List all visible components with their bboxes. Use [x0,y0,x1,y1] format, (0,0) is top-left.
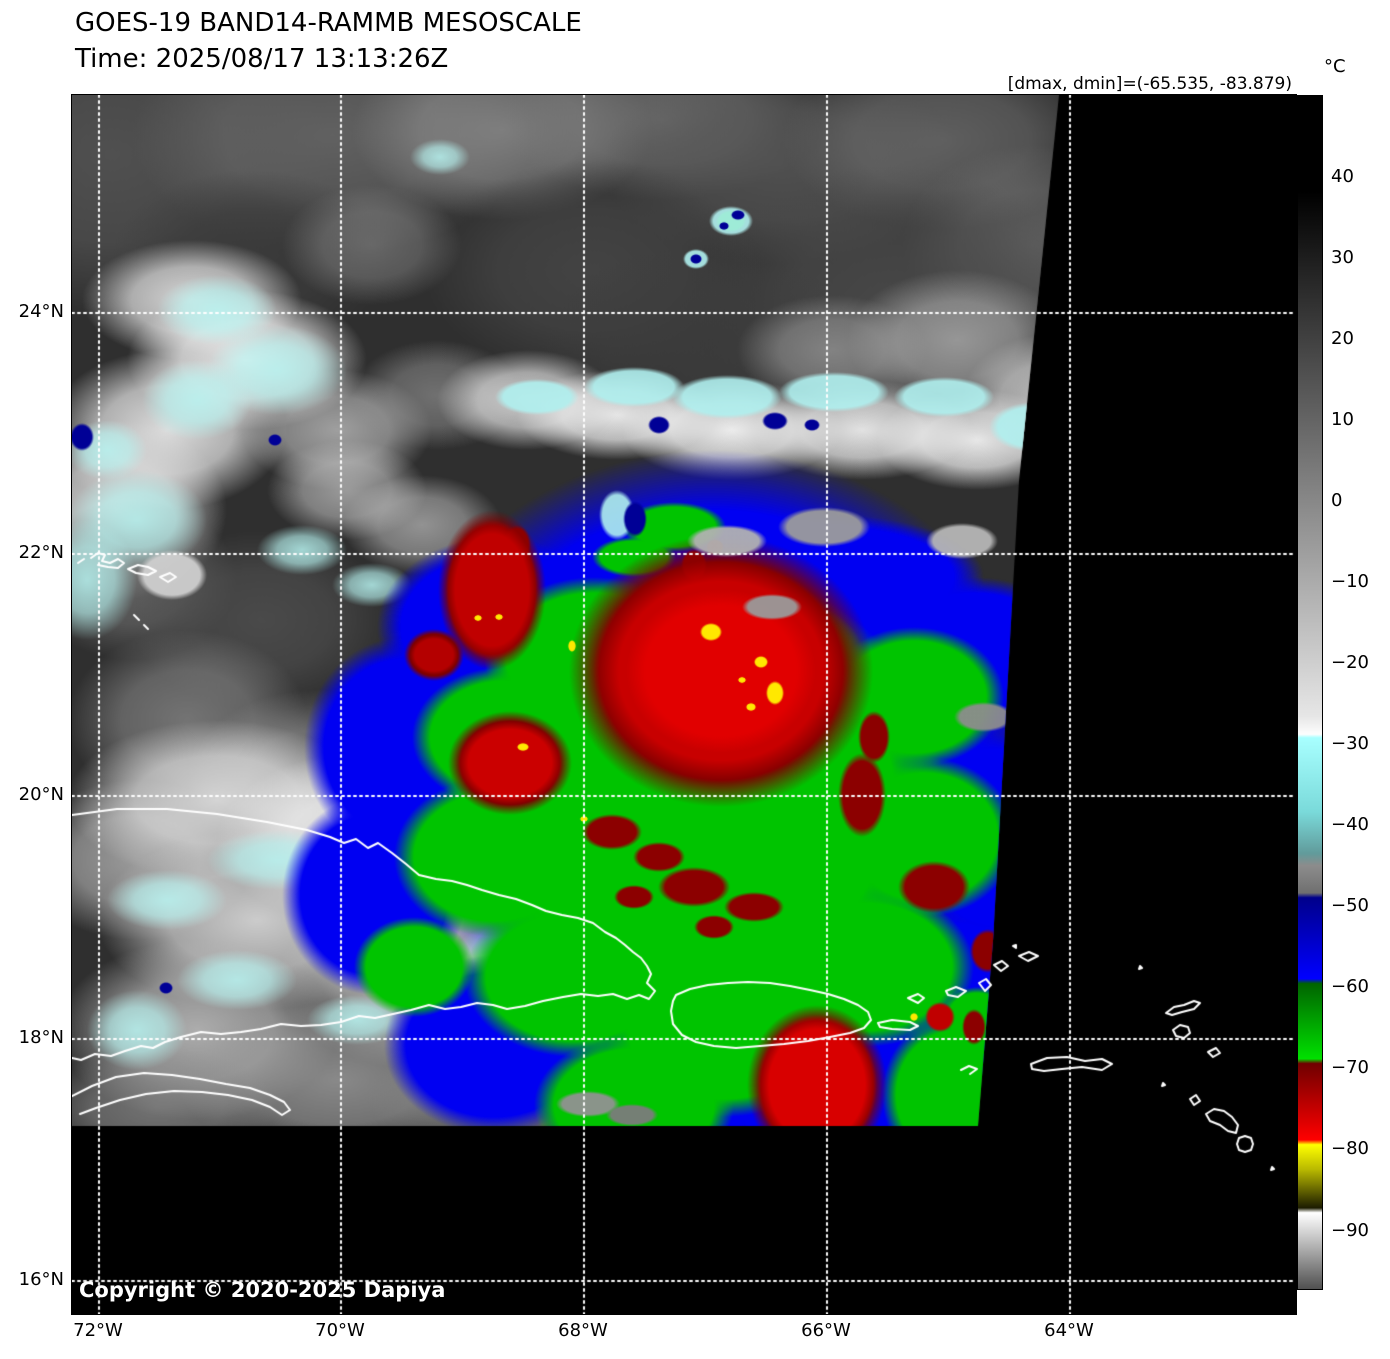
y-axis-tick-label: 18°N [18,1027,64,1048]
colorbar-tick-label: −60 [1331,976,1369,997]
colorbar-tick-label: 0 [1331,490,1343,511]
y-axis-tick-label: 22°N [18,542,64,563]
timestamp-label: Time: 2025/08/17 13:13:26Z [75,44,449,74]
x-axis-tick-label: 72°W [73,1320,123,1341]
copyright-watermark: Copyright © 2020-2025 Dapiya [79,1278,446,1302]
colorbar-tick-label: 20 [1331,328,1354,349]
colorbar-tick-label: −10 [1331,571,1369,592]
colorbar-tick-label: −80 [1331,1138,1369,1159]
x-axis-tick-label: 70°W [315,1320,365,1341]
colorbar-tick-label: −90 [1331,1220,1369,1241]
colorbar-tick-label: −40 [1331,814,1369,835]
colorbar-tick-label: 30 [1331,247,1354,268]
x-axis-tick-label: 64°W [1044,1320,1094,1341]
y-axis-tick-label: 20°N [18,784,64,805]
colorbar-tick-label: −30 [1331,733,1369,754]
x-axis-tick-label: 66°W [801,1320,851,1341]
y-axis-tick-label: 24°N [18,301,64,322]
colorbar-unit-label: °C [1324,56,1346,77]
x-axis-tick-label: 68°W [558,1320,608,1341]
temperature-colorbar [1297,95,1323,1290]
colorbar-tick-label: −50 [1331,895,1369,916]
colorbar-tick-label: −20 [1331,652,1369,673]
map-plot-area [71,94,1297,1315]
colorbar-tick-label: 40 [1331,166,1354,187]
colorbar-tick-label: −70 [1331,1057,1369,1078]
colorbar-tick-label: 10 [1331,409,1354,430]
page-title: GOES-19 BAND14-RAMMB MESOSCALE [75,8,582,38]
dmax-dmin-label: [dmax, dmin]=(-65.535, -83.879) [1007,74,1292,94]
y-axis-tick-label: 16°N [18,1269,64,1290]
satellite-map-canvas [72,95,1296,1314]
